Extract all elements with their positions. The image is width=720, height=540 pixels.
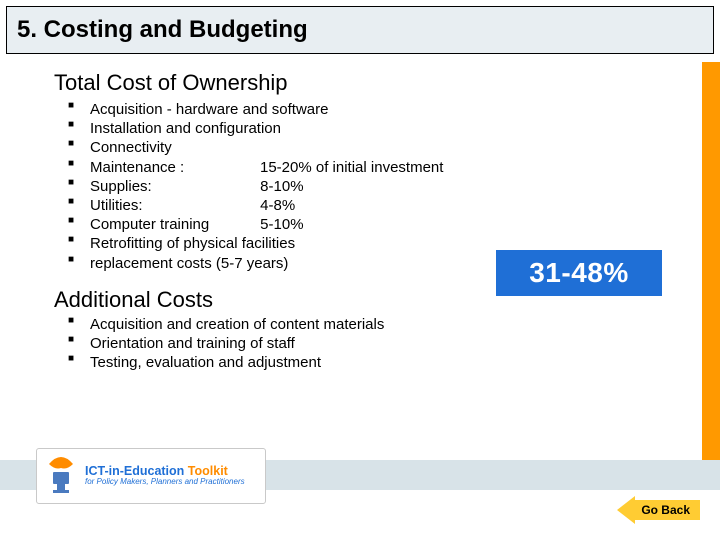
page-title: 5. Costing and Budgeting — [17, 16, 308, 44]
logo-line1a: ICT-in-Education — [85, 464, 184, 478]
item-label: Computer training — [90, 215, 260, 234]
item-pct: 5-10% — [260, 215, 303, 234]
section1-heading: Total Cost of Ownership — [54, 70, 664, 96]
item-text: Acquisition and creation of content mate… — [90, 316, 384, 333]
item-text: Connectivity — [90, 139, 172, 156]
section1-list: Acquisition - hardware and software Inst… — [54, 100, 664, 273]
percentage-callout: 31-48% — [494, 248, 664, 298]
item-pct: 15-20% of initial investment — [260, 158, 443, 177]
go-back-button[interactable]: Go Back — [617, 496, 700, 524]
list-item: Connectivity — [90, 138, 664, 157]
item-text: replacement costs (5-7 years) — [90, 255, 288, 272]
item-text: Acquisition - hardware and software — [90, 101, 328, 118]
item-label: Utilities: — [90, 196, 260, 215]
content-area: Total Cost of Ownership Acquisition - ha… — [54, 70, 664, 372]
item-label: Supplies: — [90, 177, 260, 196]
item-text: Retrofitting of physical facilities — [90, 235, 295, 252]
go-back-label: Go Back — [635, 500, 700, 520]
item-text: Installation and configuration — [90, 120, 281, 137]
item-pct: 8-10% — [260, 177, 303, 196]
list-item: Testing, evaluation and adjustment — [90, 353, 664, 372]
item-text: Orientation and training of staff — [90, 335, 295, 352]
item-label: Maintenance : — [90, 158, 260, 177]
item-text: Testing, evaluation and adjustment — [90, 354, 321, 371]
list-item: Installation and configuration — [90, 119, 664, 138]
logo-line1b: Toolkit — [188, 464, 228, 478]
logo-text: ICT-in-Education Toolkit for Policy Make… — [85, 465, 245, 487]
list-item: Utilities: 4-8% — [90, 196, 664, 215]
title-bar: 5. Costing and Budgeting — [6, 6, 714, 54]
list-item: Supplies: 8-10% — [90, 177, 664, 196]
list-item: Maintenance :15-20% of initial investmen… — [90, 158, 664, 177]
list-item: Orientation and training of staff — [90, 334, 664, 353]
logo-line2: for Policy Makers, Planners and Practiti… — [85, 478, 245, 486]
logo-icon — [43, 454, 79, 498]
arrow-left-icon — [617, 496, 635, 524]
accent-sidebar — [702, 62, 720, 460]
list-item: Acquisition and creation of content mate… — [90, 315, 664, 334]
logo-badge: ICT-in-Education Toolkit for Policy Make… — [36, 448, 266, 504]
item-pct: 4-8% — [260, 196, 295, 215]
section2-list: Acquisition and creation of content mate… — [54, 315, 664, 373]
list-item: Acquisition - hardware and software — [90, 100, 664, 119]
list-item: Computer training 5-10% — [90, 215, 664, 234]
callout-value: 31-48% — [529, 257, 629, 289]
